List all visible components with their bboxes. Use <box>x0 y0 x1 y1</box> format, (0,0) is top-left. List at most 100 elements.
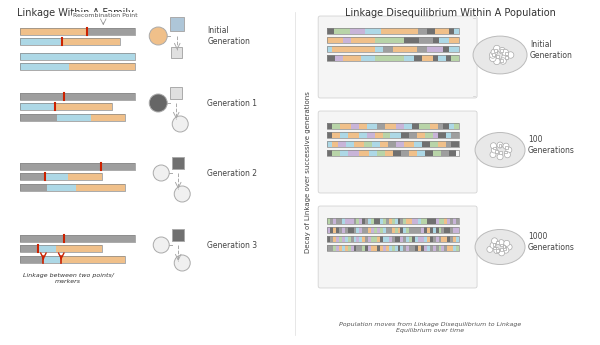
Bar <box>436 28 449 34</box>
Bar <box>448 227 450 233</box>
Bar <box>395 245 398 251</box>
Text: Linkage Within A Family: Linkage Within A Family <box>17 8 134 18</box>
Bar <box>412 218 415 224</box>
Bar <box>359 245 362 251</box>
Bar <box>409 150 417 156</box>
Bar <box>445 236 448 242</box>
Text: 1000
Generations: 1000 Generations <box>528 232 575 252</box>
Bar <box>439 218 442 224</box>
Bar <box>386 236 389 242</box>
Bar <box>443 46 449 52</box>
Bar <box>20 173 45 180</box>
Circle shape <box>149 94 167 112</box>
Ellipse shape <box>475 229 525 265</box>
Bar <box>368 227 371 233</box>
Bar <box>448 218 450 224</box>
Bar <box>414 141 422 147</box>
Circle shape <box>490 52 496 58</box>
Bar <box>430 227 433 233</box>
Bar <box>47 184 76 191</box>
Bar <box>332 141 338 147</box>
Bar <box>389 227 392 233</box>
Circle shape <box>503 143 509 149</box>
Circle shape <box>490 242 496 248</box>
Bar <box>348 150 359 156</box>
Bar <box>494 49 497 52</box>
Bar <box>433 55 438 61</box>
Bar <box>350 218 353 224</box>
Bar <box>361 55 374 61</box>
Bar <box>20 28 135 35</box>
Bar <box>438 132 446 138</box>
Bar <box>343 55 361 61</box>
Circle shape <box>491 147 497 153</box>
Bar <box>353 141 364 147</box>
Bar <box>415 218 418 224</box>
Bar <box>333 218 336 224</box>
Bar <box>449 37 459 43</box>
Bar <box>436 227 439 233</box>
Bar <box>20 53 135 60</box>
Bar <box>415 245 418 251</box>
Bar <box>334 28 350 34</box>
Bar <box>433 236 436 242</box>
Bar <box>338 141 346 147</box>
Bar <box>365 236 368 242</box>
Bar <box>442 245 445 251</box>
Bar <box>345 245 347 251</box>
Bar <box>348 132 359 138</box>
Circle shape <box>494 58 500 65</box>
Bar <box>403 218 406 224</box>
Bar <box>170 87 182 99</box>
Bar <box>403 245 406 251</box>
Bar <box>20 63 135 70</box>
Bar <box>327 123 459 129</box>
Bar <box>424 218 427 224</box>
Bar <box>493 53 496 56</box>
Circle shape <box>491 238 497 244</box>
Bar <box>347 236 350 242</box>
Bar <box>401 132 409 138</box>
Bar <box>412 236 415 242</box>
Bar <box>342 236 345 242</box>
Bar <box>342 218 345 224</box>
Circle shape <box>497 142 503 148</box>
Bar <box>20 184 125 191</box>
Bar <box>395 236 398 242</box>
Bar <box>499 144 501 147</box>
Circle shape <box>491 49 497 56</box>
Bar <box>449 46 459 52</box>
Bar <box>43 256 61 263</box>
Bar <box>336 227 339 233</box>
Bar <box>422 55 433 61</box>
Bar <box>20 163 135 170</box>
Bar <box>445 218 448 224</box>
Bar <box>496 241 499 244</box>
Circle shape <box>503 247 509 253</box>
Bar <box>380 236 383 242</box>
Bar <box>76 184 125 191</box>
Circle shape <box>153 237 169 253</box>
Bar <box>430 141 438 147</box>
Bar <box>499 151 502 154</box>
Bar <box>327 28 334 34</box>
Bar <box>377 150 385 156</box>
Bar <box>400 218 403 224</box>
Bar <box>350 28 365 34</box>
Bar <box>392 227 395 233</box>
Bar <box>404 55 414 61</box>
Bar <box>433 227 436 233</box>
Bar <box>342 245 345 251</box>
Bar <box>406 218 409 224</box>
Bar <box>356 236 359 242</box>
Bar <box>415 227 418 233</box>
Bar <box>367 123 377 129</box>
Bar <box>449 123 454 129</box>
Bar <box>421 227 424 233</box>
Bar <box>383 227 386 233</box>
Bar <box>400 236 403 242</box>
FancyBboxPatch shape <box>318 16 477 98</box>
Bar <box>424 236 427 242</box>
Bar <box>493 147 496 149</box>
Bar <box>356 245 359 251</box>
